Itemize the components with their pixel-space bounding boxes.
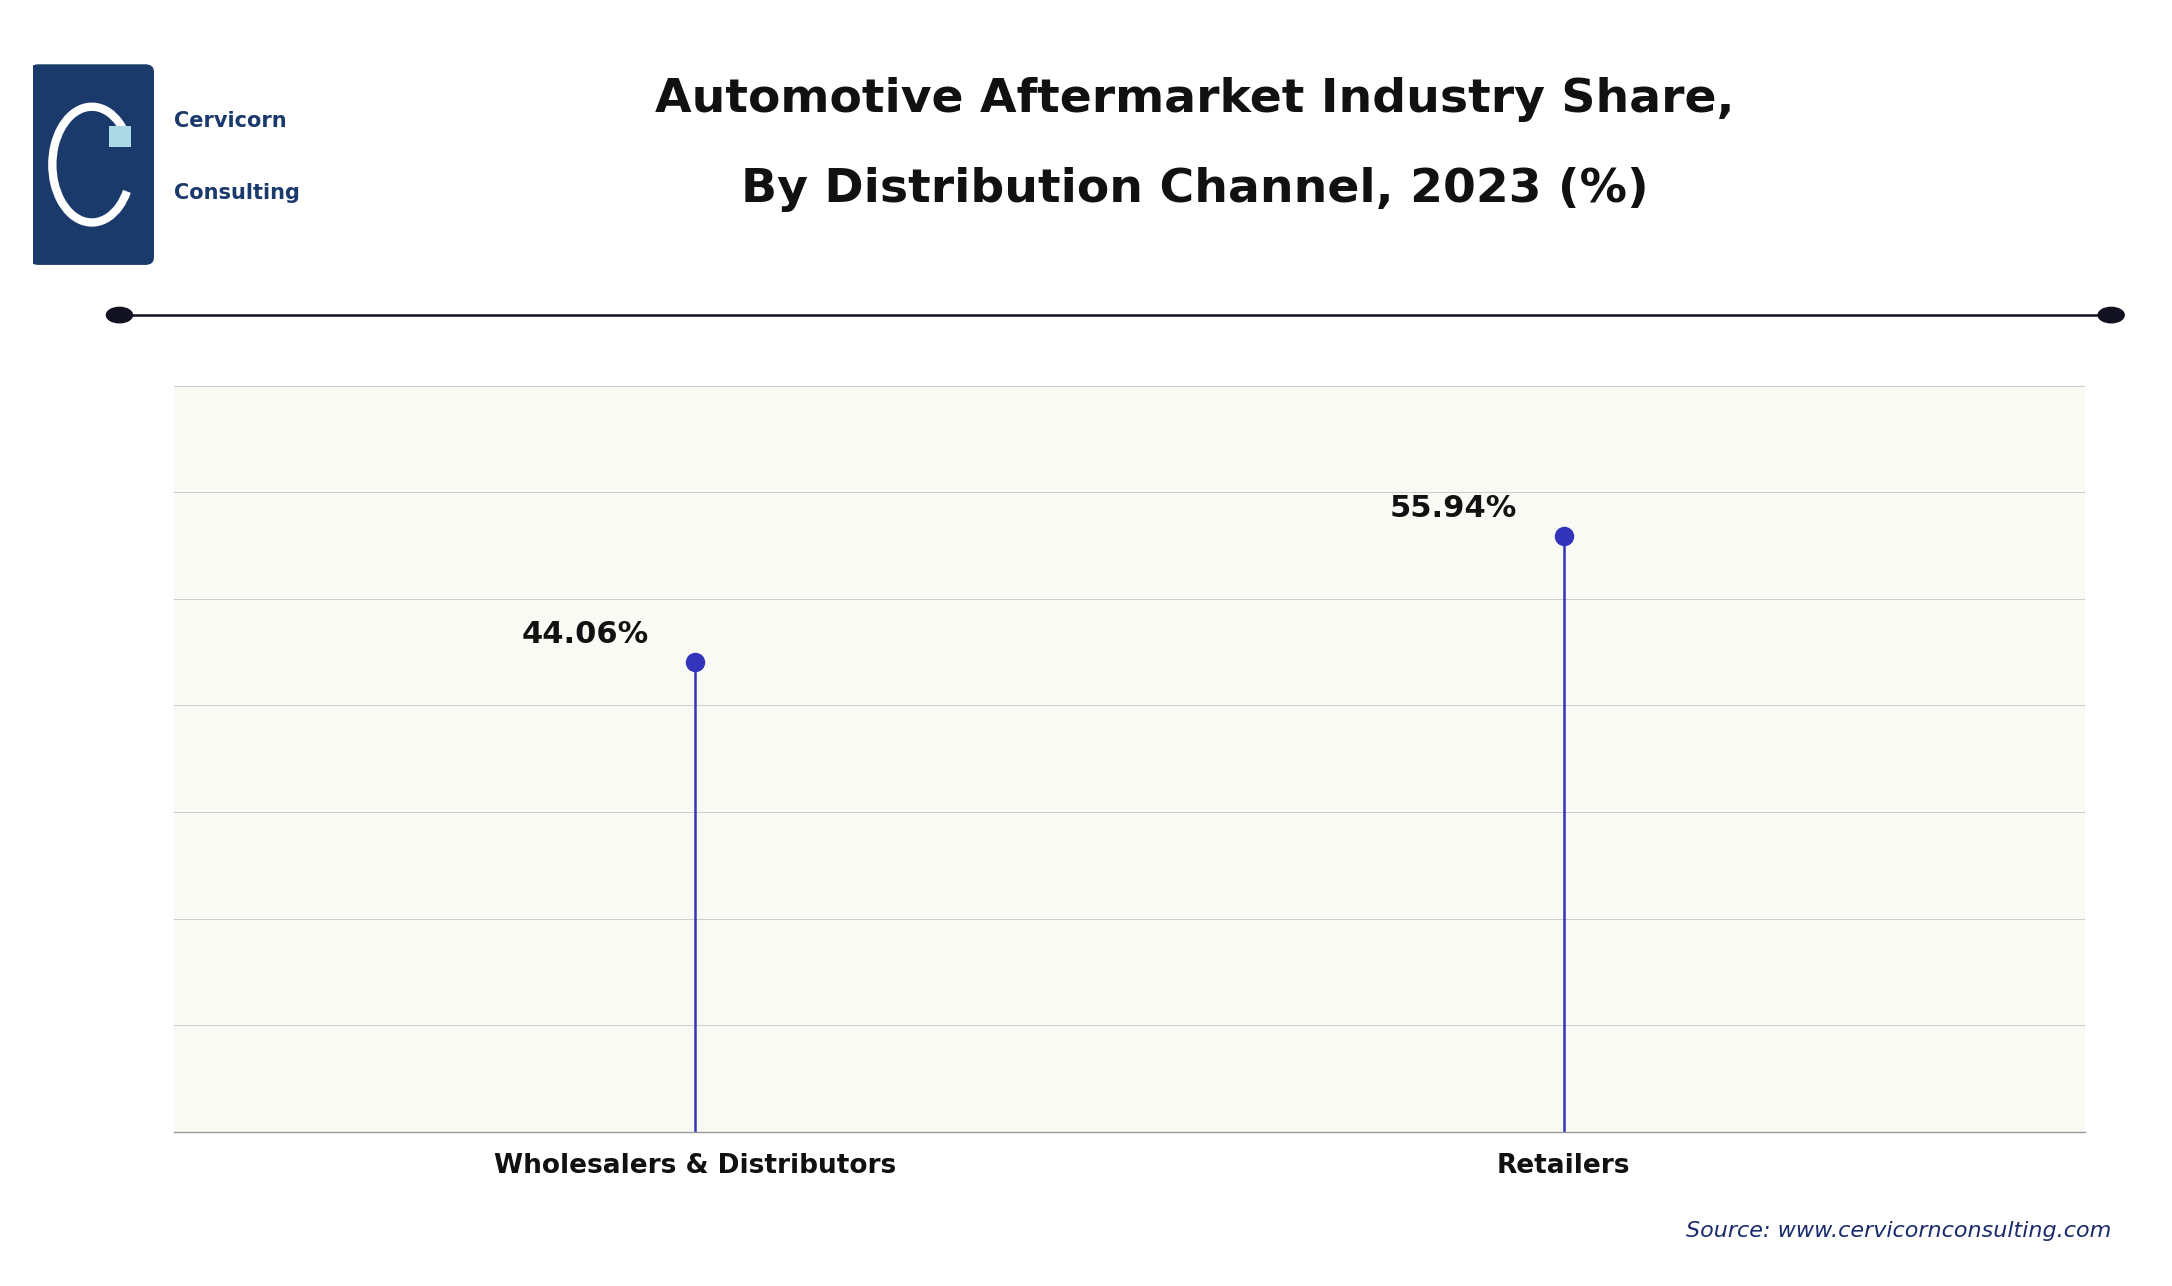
Text: 44.06%: 44.06% xyxy=(521,620,649,649)
Text: Automotive Aftermarket Industry Share,: Automotive Aftermarket Industry Share, xyxy=(654,77,1735,122)
Text: By Distribution Channel, 2023 (%): By Distribution Channel, 2023 (%) xyxy=(741,167,1649,212)
Text: Cervicorn: Cervicorn xyxy=(174,111,287,131)
FancyBboxPatch shape xyxy=(30,64,154,265)
Text: Source: www.cervicornconsulting.com: Source: www.cervicornconsulting.com xyxy=(1685,1220,2111,1241)
Text: 55.94%: 55.94% xyxy=(1390,494,1518,523)
FancyBboxPatch shape xyxy=(109,126,132,147)
Text: Consulting: Consulting xyxy=(174,183,300,203)
